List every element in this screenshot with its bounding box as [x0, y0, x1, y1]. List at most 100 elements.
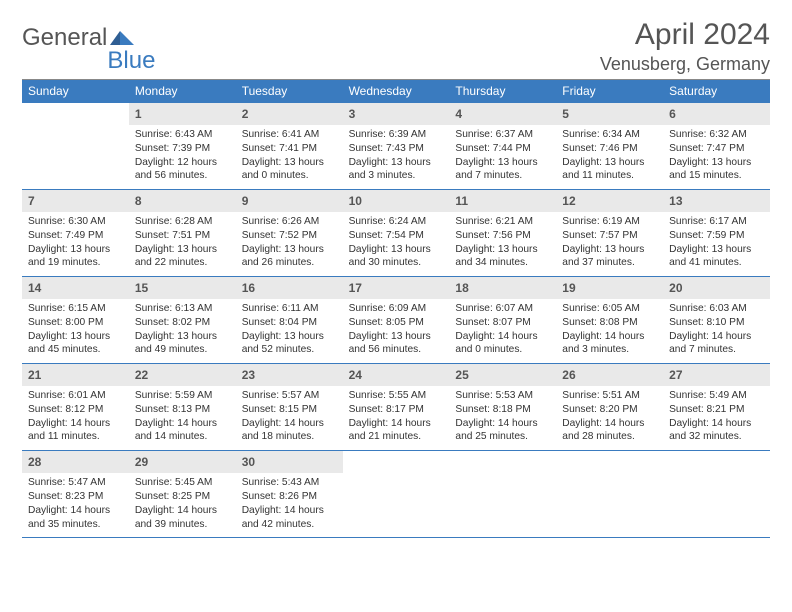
day-cell: 1Sunrise: 6:43 AMSunset: 7:39 PMDaylight… — [129, 103, 236, 189]
daylight-line: and 7 minutes. — [455, 169, 552, 183]
day-number-row: 13 — [663, 190, 770, 212]
sunset-line: Sunset: 7:56 PM — [455, 229, 552, 243]
day-cell: 25Sunrise: 5:53 AMSunset: 8:18 PMDayligh… — [449, 364, 556, 450]
daylight-line: Daylight: 13 hours — [455, 156, 552, 170]
day-number-row: 2 — [236, 103, 343, 125]
daylight-line: Daylight: 14 hours — [455, 417, 552, 431]
day-number-row: 18 — [449, 277, 556, 299]
daylight-line: and 41 minutes. — [669, 256, 766, 270]
sunrise-line: Sunrise: 6:28 AM — [135, 215, 232, 229]
daylight-line: Daylight: 14 hours — [28, 504, 125, 518]
day-number-row: 24 — [343, 364, 450, 386]
daylight-line: Daylight: 13 hours — [242, 330, 339, 344]
sunrise-line: Sunrise: 5:55 AM — [349, 389, 446, 403]
day-number-row: 28 — [22, 451, 129, 473]
daylight-line: and 42 minutes. — [242, 518, 339, 532]
sunrise-line: Sunrise: 6:39 AM — [349, 128, 446, 142]
daylight-line: Daylight: 14 hours — [135, 417, 232, 431]
daylight-line: and 11 minutes. — [28, 430, 125, 444]
sunrise-line: Sunrise: 5:43 AM — [242, 476, 339, 490]
sunset-line: Sunset: 7:47 PM — [669, 142, 766, 156]
day-number: 30 — [242, 455, 255, 469]
week-row: 14Sunrise: 6:15 AMSunset: 8:00 PMDayligh… — [22, 277, 770, 364]
day-header: Thursday — [449, 80, 556, 103]
daylight-line: and 26 minutes. — [242, 256, 339, 270]
day-number: 14 — [28, 281, 41, 295]
day-cell: 24Sunrise: 5:55 AMSunset: 8:17 PMDayligh… — [343, 364, 450, 450]
daylight-line: Daylight: 14 hours — [455, 330, 552, 344]
daylight-line: Daylight: 13 hours — [669, 156, 766, 170]
sunrise-line: Sunrise: 6:21 AM — [455, 215, 552, 229]
sunrise-line: Sunrise: 6:34 AM — [562, 128, 659, 142]
day-cell: 19Sunrise: 6:05 AMSunset: 8:08 PMDayligh… — [556, 277, 663, 363]
day-number: 4 — [455, 107, 462, 121]
week-row: 7Sunrise: 6:30 AMSunset: 7:49 PMDaylight… — [22, 190, 770, 277]
sunset-line: Sunset: 8:26 PM — [242, 490, 339, 504]
daylight-line: and 52 minutes. — [242, 343, 339, 357]
daylight-line: Daylight: 14 hours — [562, 417, 659, 431]
daylight-line: Daylight: 13 hours — [135, 330, 232, 344]
daylight-line: and 34 minutes. — [455, 256, 552, 270]
sunrise-line: Sunrise: 5:59 AM — [135, 389, 232, 403]
daylight-line: and 56 minutes. — [349, 343, 446, 357]
day-cell: 13Sunrise: 6:17 AMSunset: 7:59 PMDayligh… — [663, 190, 770, 276]
daylight-line: Daylight: 13 hours — [669, 243, 766, 257]
day-cell: 26Sunrise: 5:51 AMSunset: 8:20 PMDayligh… — [556, 364, 663, 450]
daylight-line: Daylight: 13 hours — [135, 243, 232, 257]
sunrise-line: Sunrise: 6:24 AM — [349, 215, 446, 229]
daylight-line: Daylight: 14 hours — [562, 330, 659, 344]
day-cell: 29Sunrise: 5:45 AMSunset: 8:25 PMDayligh… — [129, 451, 236, 537]
day-cell: 17Sunrise: 6:09 AMSunset: 8:05 PMDayligh… — [343, 277, 450, 363]
sunset-line: Sunset: 7:54 PM — [349, 229, 446, 243]
daylight-line: and 56 minutes. — [135, 169, 232, 183]
day-number-row — [343, 451, 450, 455]
day-number: 8 — [135, 194, 142, 208]
day-number-row — [663, 451, 770, 455]
sunrise-line: Sunrise: 6:07 AM — [455, 302, 552, 316]
day-number-row: 16 — [236, 277, 343, 299]
daylight-line: Daylight: 13 hours — [562, 156, 659, 170]
sunset-line: Sunset: 8:04 PM — [242, 316, 339, 330]
sunset-line: Sunset: 7:52 PM — [242, 229, 339, 243]
sunrise-line: Sunrise: 6:26 AM — [242, 215, 339, 229]
daylight-line: and 22 minutes. — [135, 256, 232, 270]
day-number: 20 — [669, 281, 682, 295]
day-number: 23 — [242, 368, 255, 382]
day-cell: 22Sunrise: 5:59 AMSunset: 8:13 PMDayligh… — [129, 364, 236, 450]
sunrise-line: Sunrise: 6:09 AM — [349, 302, 446, 316]
day-cell: 30Sunrise: 5:43 AMSunset: 8:26 PMDayligh… — [236, 451, 343, 537]
day-header: Friday — [556, 80, 663, 103]
day-number: 26 — [562, 368, 575, 382]
day-number: 25 — [455, 368, 468, 382]
day-number-row: 21 — [22, 364, 129, 386]
sunset-line: Sunset: 7:49 PM — [28, 229, 125, 243]
sunrise-line: Sunrise: 5:45 AM — [135, 476, 232, 490]
day-cell: 11 Sunrise: 6:21 AMSunset: 7:56 PMDayligh… — [449, 190, 556, 276]
sunrise-line: Sunrise: 6:03 AM — [669, 302, 766, 316]
day-cell: 16Sunrise: 6:11 AMSunset: 8:04 PMDayligh… — [236, 277, 343, 363]
day-cell: 7Sunrise: 6:30 AMSunset: 7:49 PMDaylight… — [22, 190, 129, 276]
day-number: 3 — [349, 107, 356, 121]
day-number: 11 — [455, 194, 468, 208]
day-number-row — [22, 103, 129, 107]
daylight-line: Daylight: 13 hours — [562, 243, 659, 257]
day-number-row: 22 — [129, 364, 236, 386]
day-cell — [343, 451, 450, 537]
calendar-page: General April 2024 Venusberg, Germany Ge… — [0, 0, 792, 548]
day-number: 2 — [242, 107, 249, 121]
daylight-line: Daylight: 13 hours — [455, 243, 552, 257]
day-cell — [22, 103, 129, 189]
day-number-row: 10 — [343, 190, 450, 212]
day-number-row: 20 — [663, 277, 770, 299]
logo-mark-icon — [110, 27, 134, 45]
sunset-line: Sunset: 8:02 PM — [135, 316, 232, 330]
daylight-line: and 14 minutes. — [135, 430, 232, 444]
day-number-row: 25 — [449, 364, 556, 386]
sunset-line: Sunset: 8:12 PM — [28, 403, 125, 417]
day-cell: 15Sunrise: 6:13 AMSunset: 8:02 PMDayligh… — [129, 277, 236, 363]
sunrise-line: Sunrise: 5:49 AM — [669, 389, 766, 403]
sunrise-line: Sunrise: 6:15 AM — [28, 302, 125, 316]
daylight-line: Daylight: 14 hours — [669, 330, 766, 344]
sunset-line: Sunset: 8:15 PM — [242, 403, 339, 417]
day-cell: 28Sunrise: 5:47 AMSunset: 8:23 PMDayligh… — [22, 451, 129, 537]
